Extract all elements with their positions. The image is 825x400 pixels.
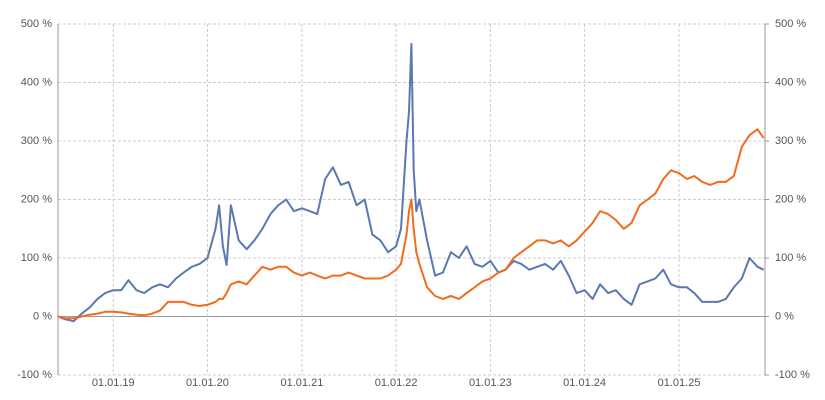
y-tick-label: 200 % — [21, 193, 52, 205]
x-tick-label: 01.01.22 — [375, 377, 418, 389]
y2-tick-label: -100 % — [775, 369, 810, 381]
y2-tick-label: 0 % — [775, 310, 794, 322]
y-tick-label: 500 % — [21, 18, 52, 30]
series-line — [57, 128, 765, 320]
x-tick-label: 01.01.20 — [186, 377, 229, 389]
y-tick-label: 300 % — [21, 135, 52, 147]
y-tick-label: 400 % — [21, 76, 52, 88]
y2-tick-label: 300 % — [775, 135, 806, 147]
y2-tick-label: 400 % — [775, 76, 806, 88]
y2-tick-label: 500 % — [775, 18, 806, 30]
y2-tick-label: 200 % — [775, 193, 806, 205]
y2-tick-label: 100 % — [775, 252, 806, 264]
y-tick-label: -100 % — [17, 369, 52, 381]
x-tick-label: 01.01.23 — [469, 377, 512, 389]
y-tick-label: 0 % — [33, 310, 52, 322]
series-line — [57, 42, 765, 323]
x-tick-label: 01.01.25 — [658, 377, 701, 389]
y-tick-label: 100 % — [21, 252, 52, 264]
x-tick-label: 01.01.19 — [92, 377, 135, 389]
x-tick-label: 01.01.24 — [563, 377, 606, 389]
x-tick-label: 01.01.21 — [281, 377, 324, 389]
